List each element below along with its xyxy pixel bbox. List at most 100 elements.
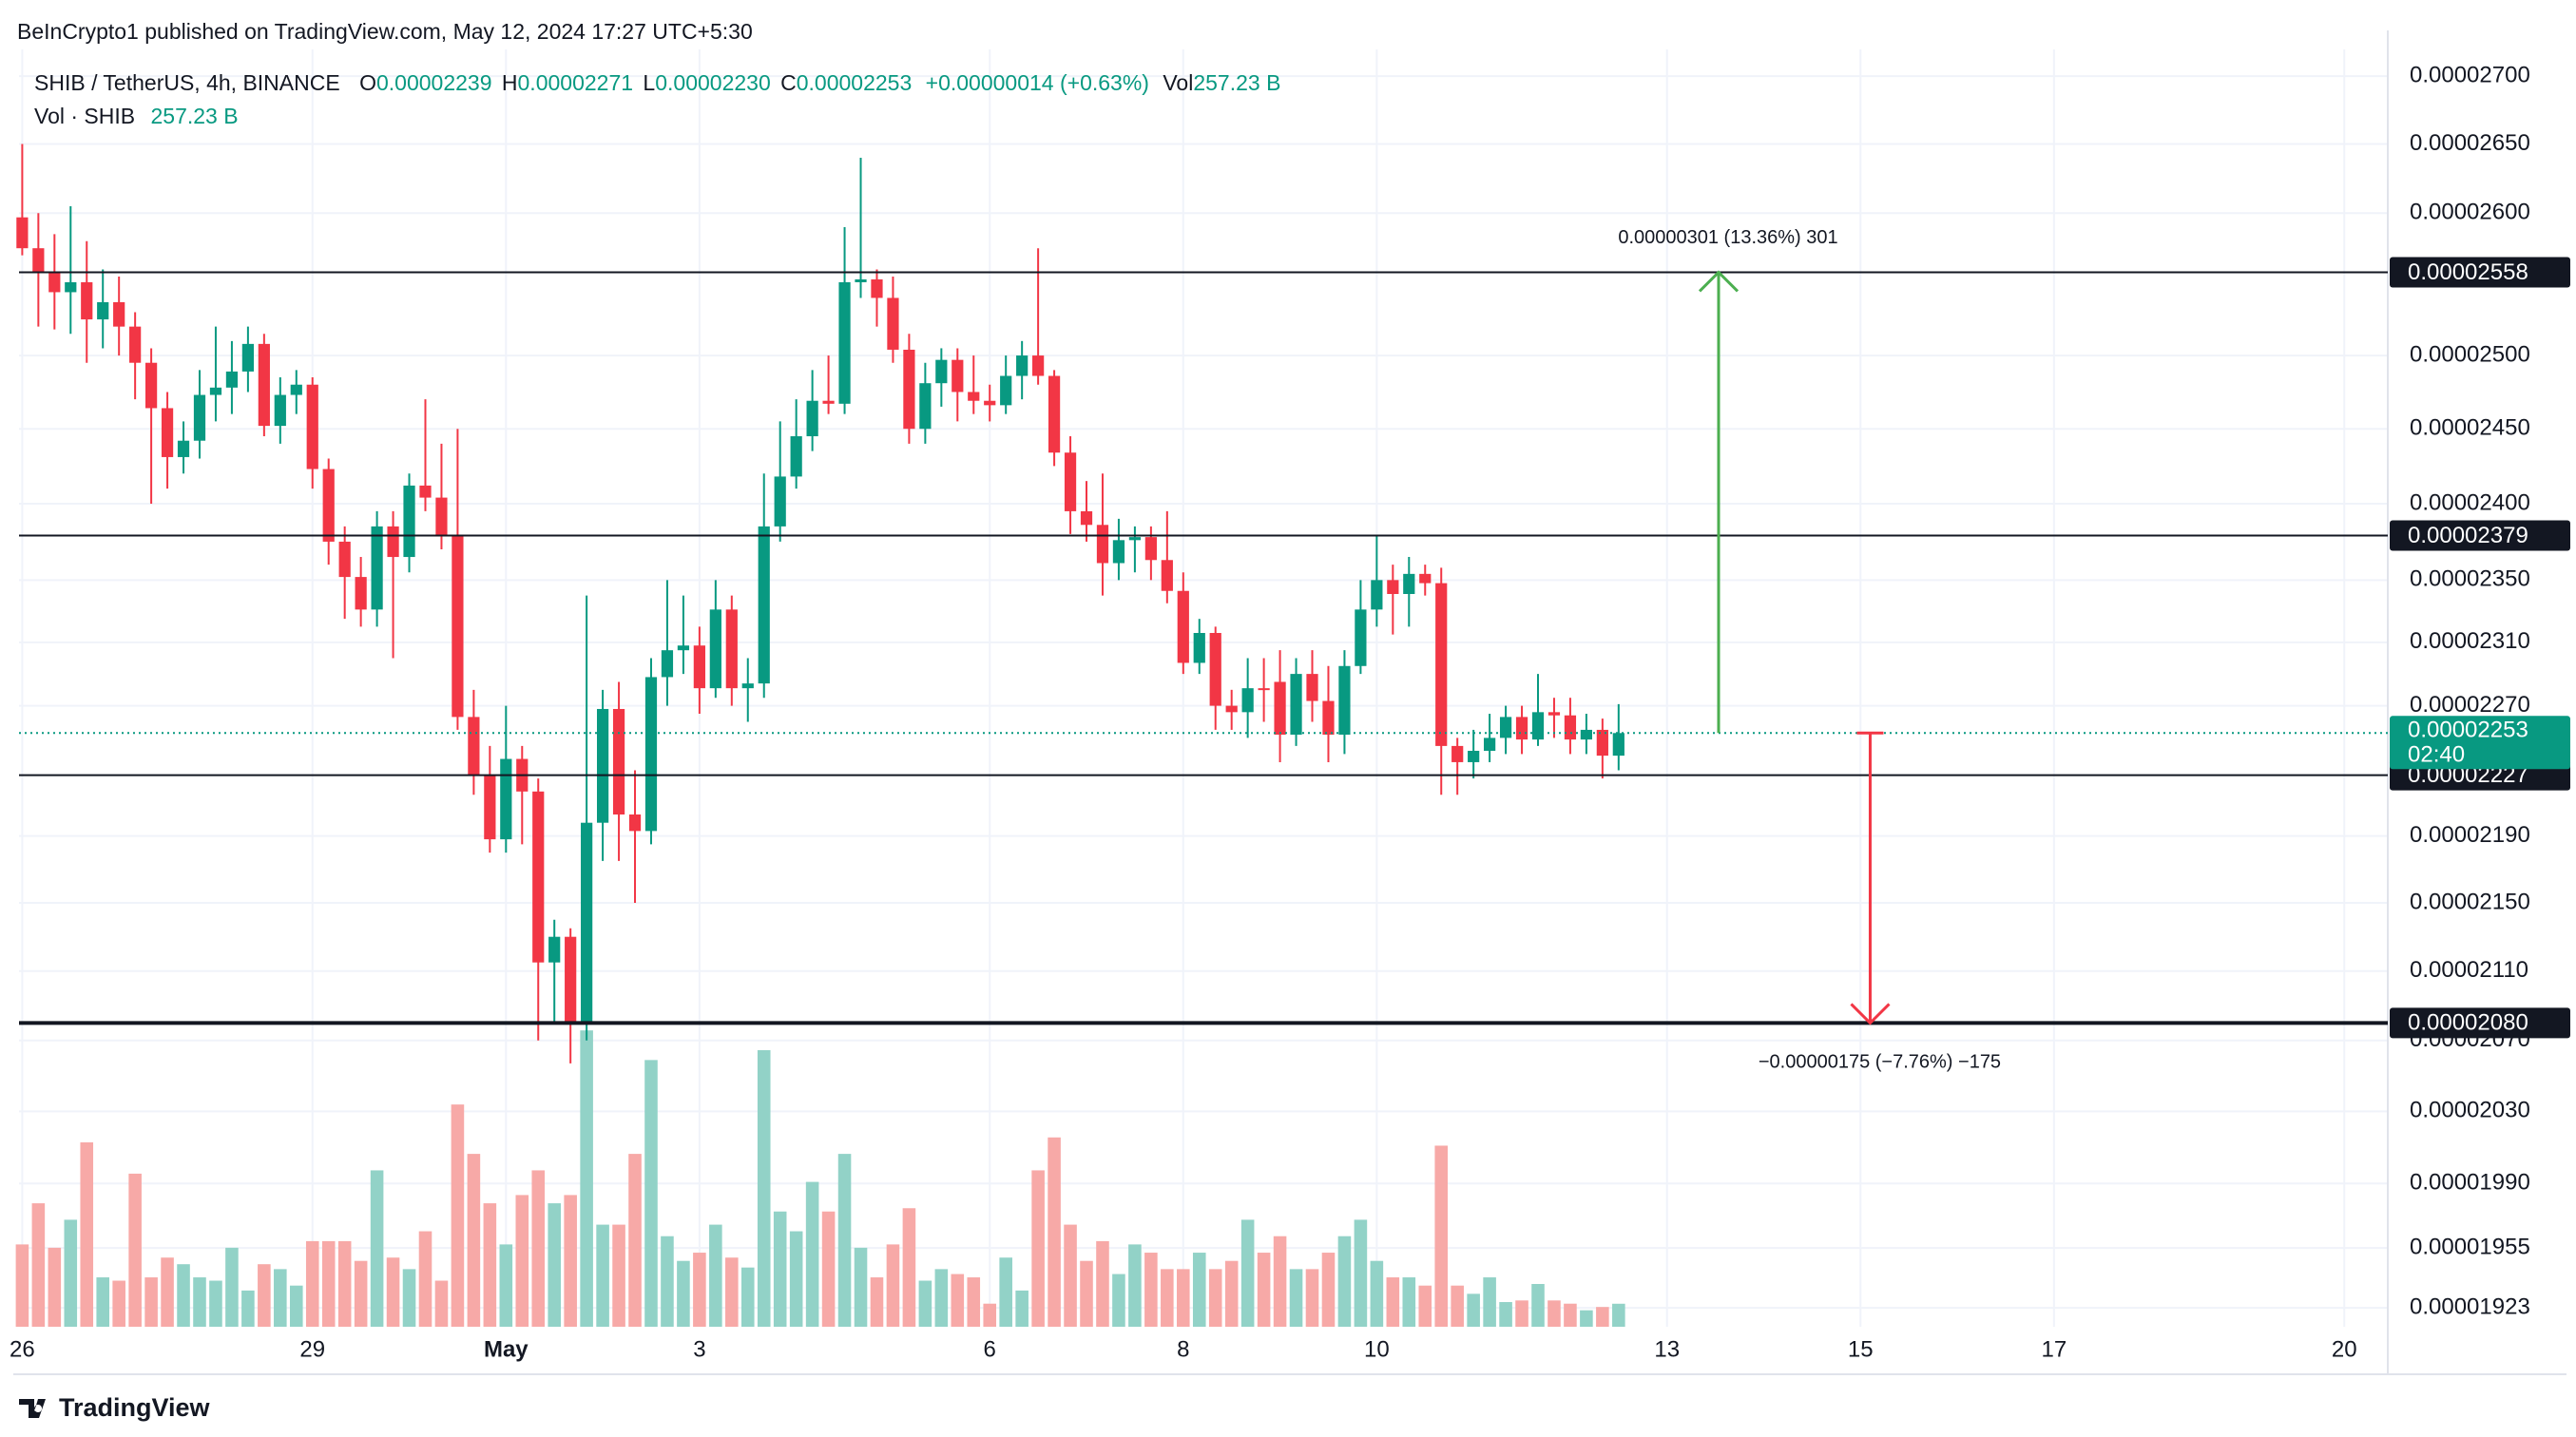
candle-body — [919, 383, 932, 430]
ohlc-value: 0.00002271 — [518, 70, 634, 95]
volume-bar — [1612, 1303, 1625, 1327]
volume-bar — [1499, 1302, 1512, 1327]
candle-body — [371, 526, 383, 610]
candle-body — [838, 281, 851, 404]
level-label-box — [2390, 520, 2570, 551]
volume-bar — [1337, 1236, 1352, 1327]
volume-bar — [434, 1280, 449, 1327]
candle-body — [1064, 452, 1077, 511]
candle-body — [435, 497, 448, 536]
volume-bar — [112, 1280, 125, 1327]
volume-layer — [15, 1030, 1625, 1327]
volume-bar — [305, 1240, 319, 1327]
candle-body — [855, 278, 867, 282]
candle-body — [403, 485, 415, 558]
candle-body — [806, 400, 818, 437]
x-tick-label: 29 — [299, 1336, 325, 1362]
candle-body — [984, 400, 996, 406]
volume-bar — [128, 1173, 142, 1327]
volume-bar — [451, 1104, 465, 1327]
candle-body — [1048, 375, 1061, 453]
volume-bar — [1418, 1285, 1432, 1327]
countdown: 02:40 — [2408, 742, 2465, 768]
volume-bar — [1112, 1274, 1125, 1327]
y-tick-label: 0.00002150 — [2410, 889, 2530, 914]
candle-body — [822, 400, 835, 404]
candle-body — [177, 440, 190, 457]
volume-bar — [1483, 1277, 1496, 1327]
candle-body — [193, 394, 206, 441]
candle-body — [1564, 715, 1577, 740]
volume-legend-label: Vol · SHIB — [34, 104, 135, 128]
candle-body — [1403, 573, 1415, 594]
y-tick-label: 0.00002450 — [2410, 415, 2530, 441]
candle-body — [1144, 537, 1157, 561]
candle-body — [758, 526, 770, 684]
volume-bar — [402, 1269, 416, 1327]
candle-body — [290, 384, 302, 395]
candle-body — [677, 645, 690, 651]
volume-bar — [241, 1290, 255, 1327]
candle-body — [113, 301, 125, 327]
y-tick-label: 0.00002310 — [2410, 628, 2530, 654]
volume-bar — [96, 1277, 109, 1327]
candle-body — [1531, 712, 1545, 740]
level-label-box — [2390, 257, 2570, 288]
volume-bar — [1305, 1269, 1319, 1327]
candle-body — [144, 362, 158, 409]
ohlc-value: 0.00002230 — [655, 70, 771, 95]
candle-body — [419, 485, 432, 498]
y-tick-label: 0.00001923 — [2410, 1293, 2530, 1319]
candle-body — [871, 278, 883, 298]
volume-bar — [515, 1195, 529, 1327]
volume-bar — [951, 1274, 965, 1327]
volume-bar — [612, 1224, 625, 1327]
volume-bar — [321, 1240, 336, 1327]
volume-bar — [837, 1154, 852, 1327]
candle-body — [1515, 717, 1528, 740]
candle-body — [322, 469, 335, 542]
volume-bar — [1144, 1253, 1158, 1327]
volume-bar — [1321, 1253, 1336, 1327]
volume-bar — [1015, 1290, 1028, 1327]
volume-bar — [1192, 1253, 1206, 1327]
level-label: 0.00002558 — [2408, 259, 2528, 285]
volume-bar — [386, 1257, 400, 1327]
volume-bar — [193, 1277, 206, 1327]
volume-bar — [1031, 1170, 1045, 1327]
volume-bar — [677, 1260, 690, 1327]
volume-bar — [177, 1264, 190, 1327]
candle-body — [387, 526, 399, 558]
volume-bar — [483, 1203, 497, 1327]
ohlc-value: 0.00002253 — [797, 70, 913, 95]
volume-bar — [725, 1257, 739, 1327]
candle-body — [565, 936, 577, 1022]
candle-body — [258, 343, 270, 427]
volume-bar — [902, 1208, 916, 1327]
candle-body — [1032, 355, 1045, 376]
candle-body — [935, 359, 948, 384]
volume-bar — [258, 1264, 271, 1327]
ohlc-label: O — [359, 70, 376, 95]
candle-body — [500, 758, 512, 840]
volume-bar — [1386, 1277, 1400, 1327]
candle-body — [1128, 537, 1142, 541]
candle-body — [1419, 573, 1432, 584]
candle-body — [661, 650, 674, 678]
y-tick-label: 0.00001955 — [2410, 1234, 2530, 1259]
candle-body — [903, 349, 915, 430]
arrow-head — [1850, 1003, 1891, 1025]
candle-body — [1274, 681, 1286, 736]
x-tick-label: 20 — [2332, 1336, 2357, 1362]
measure-label: 0.00000301 (13.36%) 301 — [1618, 227, 1837, 248]
candle-body — [32, 248, 45, 273]
volume-bar — [934, 1269, 949, 1327]
candle-body — [97, 301, 109, 320]
volume-bar — [773, 1211, 787, 1327]
candle-body — [628, 814, 642, 832]
candle-body — [225, 371, 239, 388]
volume-bar — [209, 1280, 222, 1327]
volume-bar — [418, 1231, 433, 1327]
x-tick-label: 26 — [10, 1336, 35, 1362]
